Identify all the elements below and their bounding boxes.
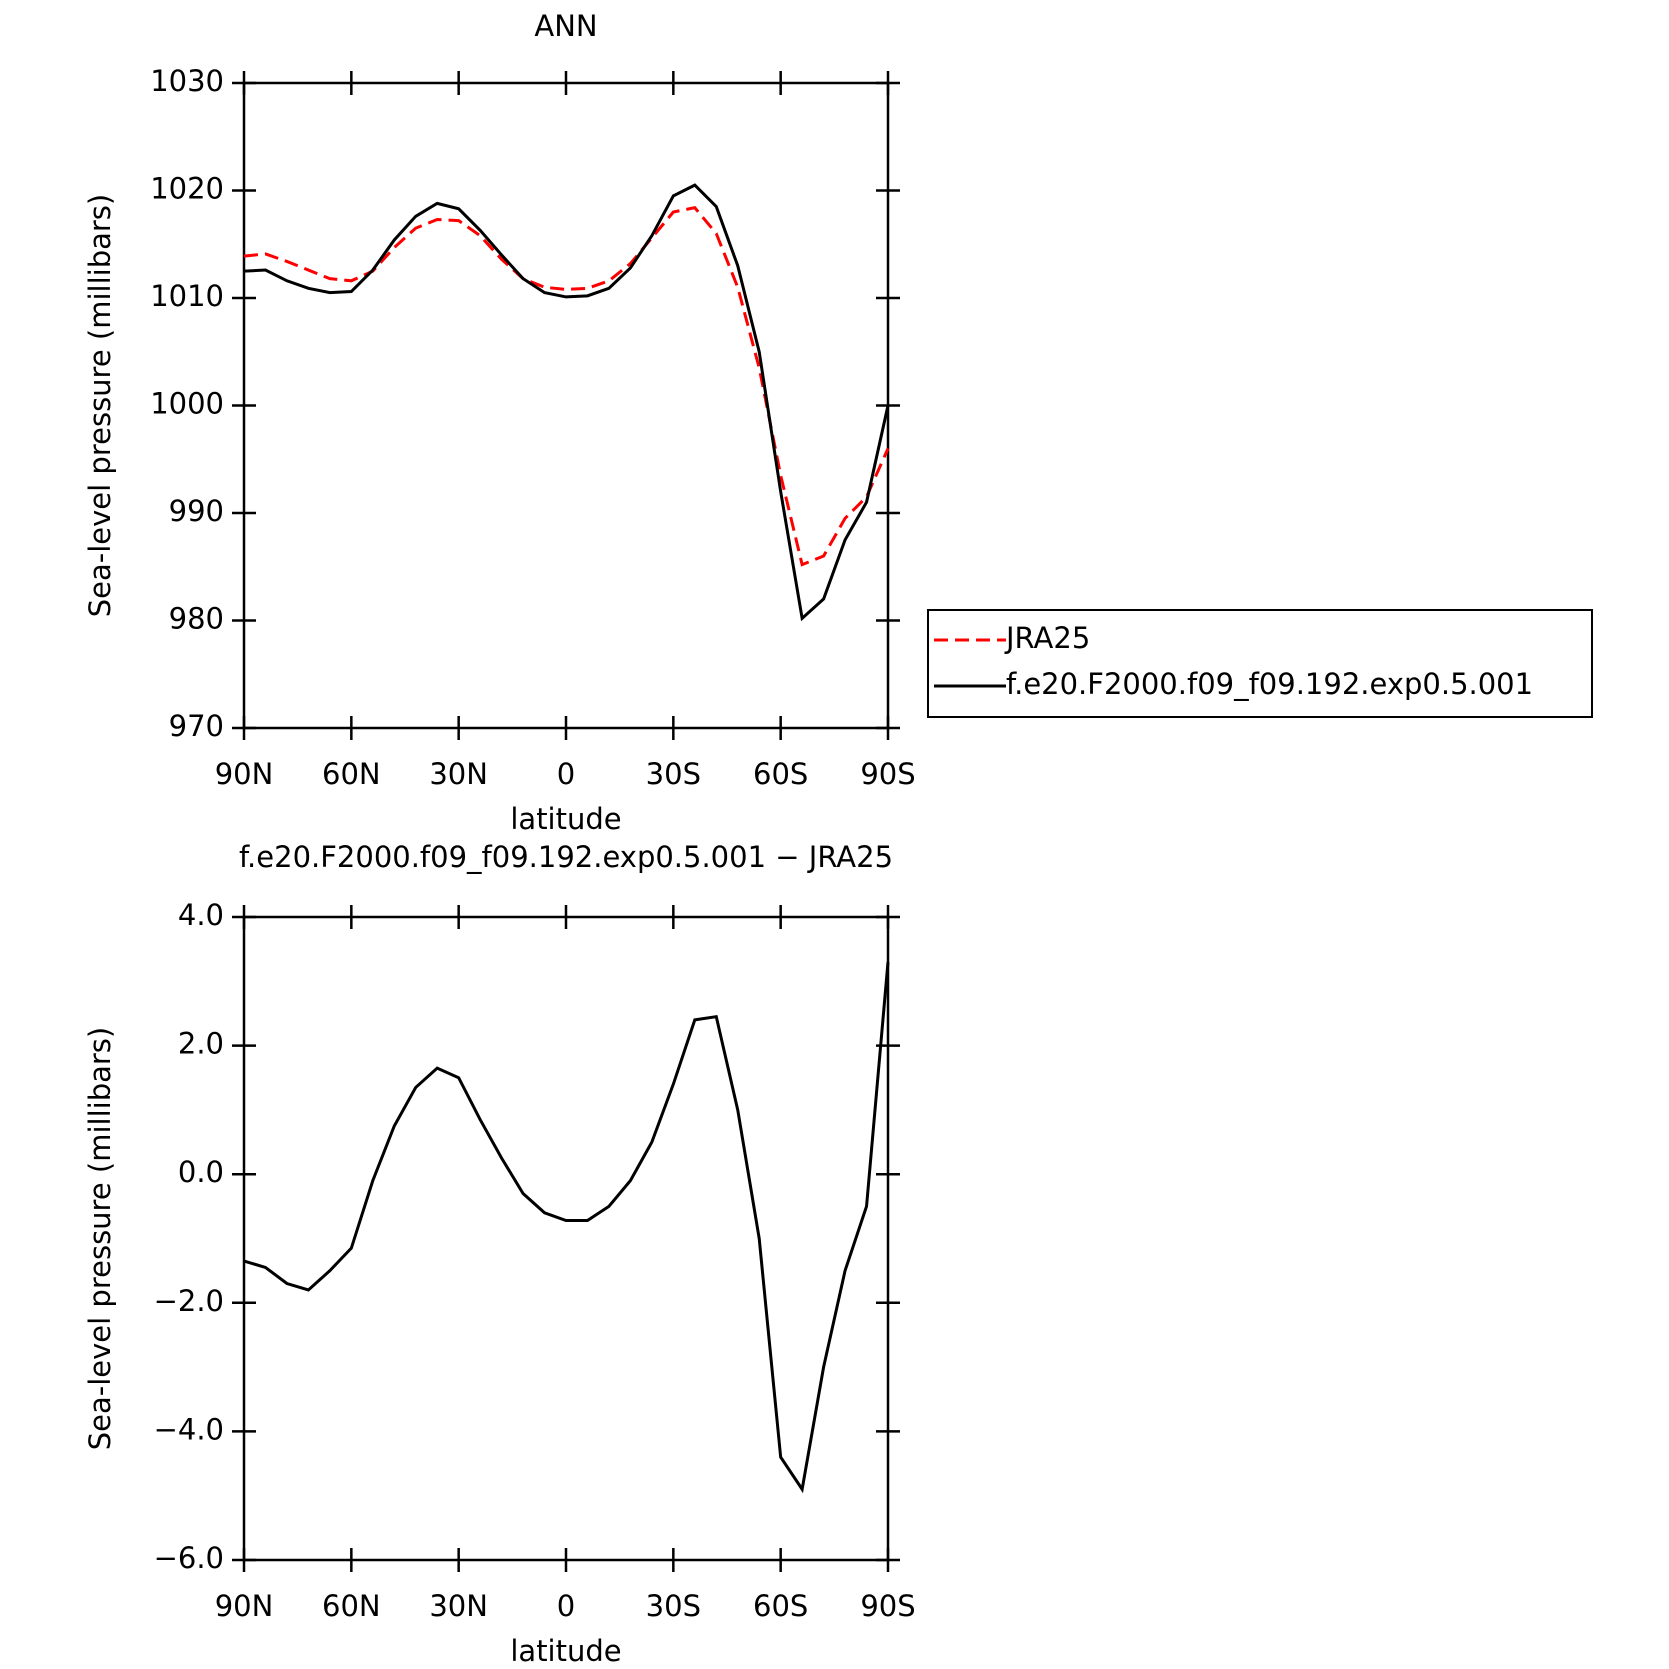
- series-line: [243, 206, 890, 567]
- y-tick-label: 990: [169, 494, 224, 528]
- y-tick-label: 1000: [150, 387, 224, 421]
- y-tick-label: 4.0: [178, 898, 224, 932]
- y-tick-label: −6.0: [154, 1541, 224, 1575]
- chart-title: f.e20.F2000.f09_f09.192.exp0.5.001 − JRA…: [239, 840, 893, 874]
- x-tick-label: 30S: [646, 1589, 701, 1623]
- y-tick-label: 980: [169, 602, 224, 636]
- x-tick-label: 0: [557, 757, 575, 791]
- y-tick-label: 1030: [150, 64, 224, 98]
- y-tick-label: 2.0: [178, 1027, 224, 1061]
- y-tick-label: 1010: [150, 279, 224, 313]
- legend-label: JRA25: [1004, 621, 1090, 655]
- x-tick-label: 90N: [215, 757, 274, 791]
- x-tick-label: 90N: [215, 1589, 274, 1623]
- y-tick-label: −4.0: [154, 1412, 224, 1446]
- plot-frame: [242, 915, 890, 1562]
- x-tick-label: 60N: [322, 1589, 381, 1623]
- x-axis-label: latitude: [510, 802, 621, 836]
- x-tick-label: 90S: [860, 757, 915, 791]
- y-tick-label: 970: [169, 709, 224, 743]
- y-tick-label: −2.0: [154, 1284, 224, 1318]
- legend-box: [927, 609, 1593, 718]
- x-tick-label: 0: [557, 1589, 575, 1623]
- x-tick-label: 90S: [860, 1589, 915, 1623]
- y-axis-label: Sea-level pressure (millibars): [83, 1027, 117, 1450]
- y-axis-label: Sea-level pressure (millibars): [83, 194, 117, 617]
- y-tick-label: 1020: [150, 172, 224, 206]
- x-tick-label: 30N: [429, 757, 488, 791]
- series-line: [243, 183, 890, 622]
- legend-label: f.e20.F2000.f09_f09.192.exp0.5.001: [1006, 667, 1533, 701]
- plot-frame: [242, 81, 890, 730]
- x-tick-label: 60S: [753, 757, 808, 791]
- y-tick-label: 0.0: [178, 1155, 224, 1189]
- chart-title: ANN: [534, 9, 597, 43]
- x-tick-label: 60N: [322, 757, 381, 791]
- x-tick-label: 30N: [429, 1589, 488, 1623]
- series-line: [243, 961, 890, 1494]
- x-tick-label: 30S: [646, 757, 701, 791]
- x-axis-label: latitude: [510, 1634, 621, 1668]
- x-tick-label: 60S: [753, 1589, 808, 1623]
